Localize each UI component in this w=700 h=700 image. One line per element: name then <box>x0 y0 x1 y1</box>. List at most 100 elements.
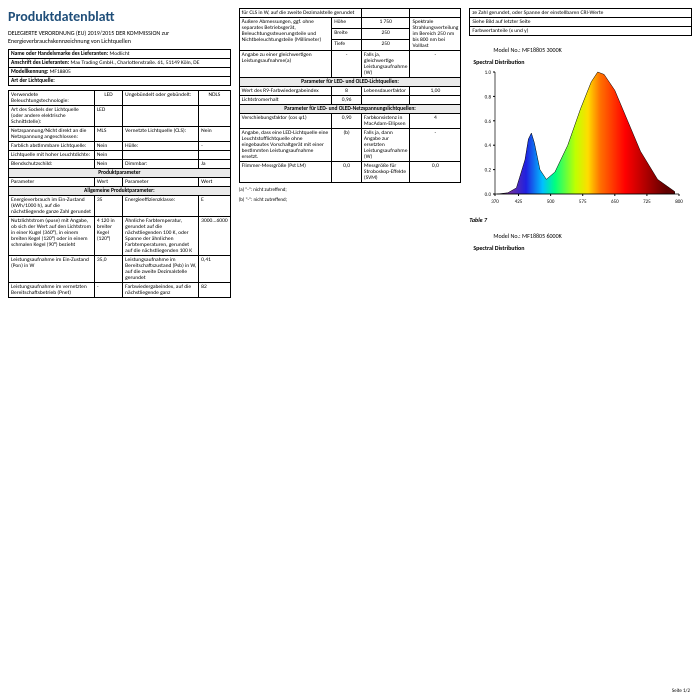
params-header: Produktparameter <box>9 169 231 178</box>
cell: Vernetzte Lichtquelle (CLS): <box>123 127 199 142</box>
cell: (b) <box>332 129 362 162</box>
cell: Verschiebungsfaktor (cos φ1) <box>239 114 332 129</box>
cell: Nutzlichtstrom (φuse) mit Angabe, ob sic… <box>9 217 95 256</box>
cell: Wert <box>199 178 231 187</box>
cell: ze Zahl gerundet, oder Spanne der einste… <box>470 9 692 18</box>
cell: MLS <box>94 127 122 142</box>
column-2: für CLS in W, auf die zweite Dezimalstel… <box>239 8 462 692</box>
general-header: Allgemeine Produktparameter: <box>9 187 231 196</box>
cell: 4 120 in breiter Kegel (120°) <box>94 217 122 256</box>
model-val: MF18805 <box>50 69 71 75</box>
supplier-label: Name oder Handelsmarke des Lieferanten: <box>11 51 108 57</box>
cell: Lichtquelle mit hoher Leuchtdichte: <box>9 151 95 160</box>
svg-text:0.6: 0.6 <box>485 119 492 125</box>
cell: Flimmer-Messgröße (Pst LM) <box>239 162 332 183</box>
cell: 35 <box>94 196 122 217</box>
cell: 3000...6000 <box>199 217 231 256</box>
address-val: Max Trading GmbH., Charlottenstraße. 61,… <box>71 60 200 66</box>
cell: Ja <box>199 160 231 169</box>
cell: - <box>410 129 461 162</box>
cell: Energieverbrauch im Ein-Zustand (kWh/100… <box>9 196 95 217</box>
column-1: Produktdatenblatt DELEGIERTE VERORDNUNG … <box>8 8 231 692</box>
cell: Messgröße für Stroboskop-Effekte (SVM) <box>361 162 410 183</box>
mains-header: Parameter für LED- und OLED-Netzspannung… <box>239 105 461 114</box>
cell: 1,00 <box>410 87 461 96</box>
cell: Leistungsaufnahme im Ein-Zustand (Pon) i… <box>9 256 95 283</box>
cell: Lebensdauerfaktor <box>361 87 410 96</box>
cell: Farbwertanteile (x und y) <box>470 27 692 36</box>
cell: Parameter <box>123 178 199 187</box>
cell: Äußere Abmessungen, ggf. ohne separates … <box>239 18 332 51</box>
spectral-chart-1: 0.00.20.40.60.81.0370425500575650725800 <box>473 68 683 208</box>
cell <box>123 106 199 127</box>
chart-2-box: Model No.: MF18805 6000K Spectral Distri… <box>469 226 692 258</box>
cell: 4 <box>410 114 461 129</box>
page-number: Seite 1/2 <box>672 688 690 694</box>
cell: Farblich abstimmbare Lichtquelle: <box>9 142 95 151</box>
supplier-val: Modlicht <box>110 51 130 57</box>
cell: Farbwiedergabeindex, auf die nächstliege… <box>123 283 199 298</box>
cell: 0,0 <box>410 162 461 183</box>
cell: Wert <box>94 178 122 187</box>
cell: 0,96 <box>332 96 362 105</box>
cell: Nein <box>199 127 231 142</box>
cell: Art des Sockels der Lichtquelle (oder an… <box>9 106 95 127</box>
column-3: ze Zahl gerundet, oder Spanne der einste… <box>469 8 692 692</box>
cell: Leistungsaufnahme im vernetzten Bereitsc… <box>9 283 95 298</box>
cell: für CLS in W, auf die zweite Dezimalstel… <box>239 9 361 18</box>
cell <box>410 96 461 105</box>
col3-top-table: ze Zahl gerundet, oder Spanne der einste… <box>469 8 692 36</box>
model-label: Modellkennung: <box>11 69 48 75</box>
cell: 8 <box>332 87 362 96</box>
cell: Ähnliche Farbtemperatur, gerundet auf di… <box>123 217 199 256</box>
led-header: Parameter für LED- und OLED-Lichtquellen… <box>239 78 461 87</box>
cell: Hülle: <box>123 142 199 151</box>
cell <box>199 151 231 160</box>
cell: Energieeffizienzklasse: <box>123 196 199 217</box>
svg-text:0.0: 0.0 <box>485 192 492 198</box>
cell: LED <box>94 91 122 106</box>
cell <box>410 9 461 18</box>
svg-text:650: 650 <box>611 199 619 205</box>
cell: Siehe Bild auf letzter Seite <box>470 18 692 27</box>
cell: - <box>410 51 461 78</box>
cell: Ungebündelt oder gebündelt: <box>123 91 199 106</box>
cell <box>361 96 410 105</box>
cell: 250 <box>361 29 410 40</box>
cell: Angabe, dass eine LED-Lichtquelle eine L… <box>239 129 332 162</box>
cell: Wert des R9-Farbwiedergabeindex <box>239 87 332 96</box>
cell: E <box>199 196 231 217</box>
cell: Blendschutzschild: <box>9 160 95 169</box>
cell: Nein <box>94 151 122 160</box>
cell: - <box>199 142 231 151</box>
cell: Verwendete Beleuchtungstechnologie: <box>9 91 95 106</box>
col2-table: für CLS in W, auf die zweite Dezimalstel… <box>239 8 462 183</box>
cell: LED <box>94 106 122 127</box>
chart-1-box: Model No.: MF18805 3000K Spectral Distri… <box>469 40 692 212</box>
cell <box>361 9 410 18</box>
chart-2-model: Model No.: MF18805 6000K <box>493 232 688 240</box>
chart-2-title: Spectral Distribution <box>473 244 688 252</box>
cell <box>199 106 231 127</box>
address-label: Anschrift des Lieferanten: <box>11 60 69 66</box>
svg-text:800: 800 <box>676 199 684 205</box>
cell: Lichtstromerhalt <box>239 96 332 105</box>
cell: Leistungsaufnahme im Bereitschaftszustan… <box>123 256 199 283</box>
footnote-a: (a) "-": nicht zutreffend; <box>239 187 462 193</box>
svg-text:425: 425 <box>515 199 523 205</box>
doc-subtitle: DELEGIERTE VERORDNUNG (EU) 2019/2015 DER… <box>8 29 231 45</box>
cell: Nein <box>94 160 122 169</box>
cell: NDLS <box>199 91 231 106</box>
doc-title: Produktdatenblatt <box>8 8 231 25</box>
cell: Höhe <box>332 18 362 29</box>
cell: 82 <box>199 283 231 298</box>
cell: Spektrale Strahlungsverteilung im Bereic… <box>410 18 461 51</box>
cell: Falls ja, gleichwertige Leistungsaufnahm… <box>361 51 410 78</box>
cell: Nein <box>94 142 122 151</box>
svg-text:370: 370 <box>492 199 500 205</box>
svg-text:0.2: 0.2 <box>485 168 492 174</box>
table-7-label: Table 7 <box>469 216 692 224</box>
chart-1-model: Model No.: MF18805 3000K <box>493 46 688 54</box>
cell <box>123 151 199 160</box>
header-table: Name oder Handelsmarke des Lieferanten: … <box>8 49 231 86</box>
